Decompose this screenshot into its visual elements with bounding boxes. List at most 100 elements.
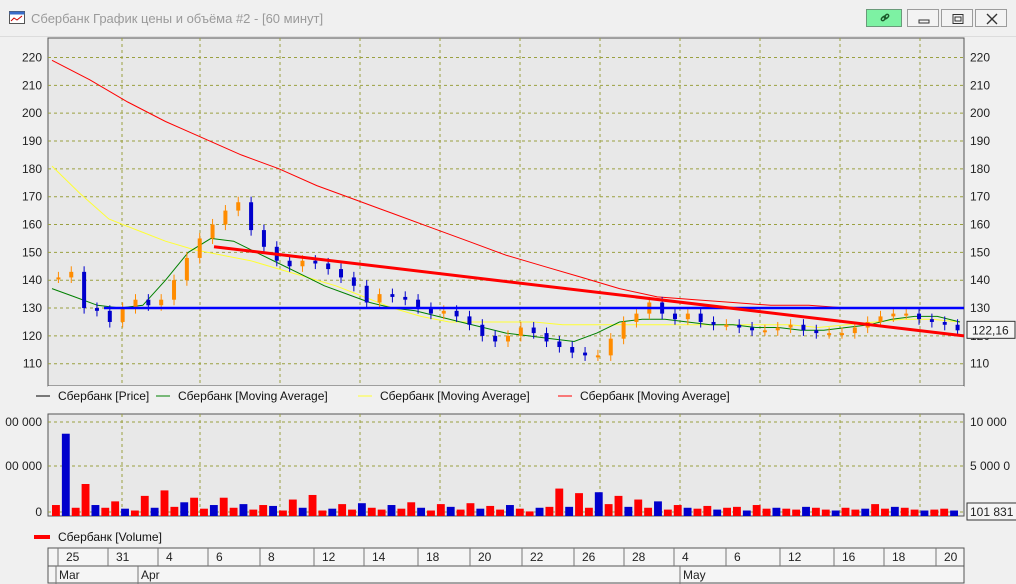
price-candle bbox=[351, 277, 356, 286]
volume-bar bbox=[584, 507, 593, 516]
volume-bar bbox=[821, 509, 830, 516]
volume-bar bbox=[338, 504, 347, 516]
price-plot-area bbox=[47, 37, 965, 387]
last-price-label: 122,16 bbox=[972, 323, 1009, 337]
price-candle bbox=[685, 313, 690, 320]
price-candle bbox=[133, 299, 138, 309]
volume-bar bbox=[190, 497, 199, 516]
price-tick-left: 200 bbox=[22, 106, 42, 120]
price-candle bbox=[326, 263, 331, 270]
minimize-icon bbox=[918, 19, 930, 24]
volume-bar bbox=[594, 492, 603, 516]
price-candle bbox=[583, 352, 588, 356]
price-tick-right: 130 bbox=[970, 301, 990, 315]
volume-bar bbox=[219, 497, 228, 516]
volume-bar bbox=[604, 504, 613, 516]
price-candle bbox=[814, 330, 819, 334]
title-bar: Сбербанк График цены и объёма #2 - [60 м… bbox=[0, 0, 1016, 37]
volume-bar bbox=[259, 505, 268, 516]
volume-bar bbox=[357, 503, 366, 516]
last-price-box bbox=[966, 320, 1016, 339]
chart-window-icon bbox=[9, 11, 25, 24]
price-candle bbox=[698, 313, 703, 322]
link-icon bbox=[880, 13, 890, 22]
volume-bar bbox=[427, 510, 435, 516]
time-tick-label: 25 bbox=[66, 550, 80, 564]
volume-bar bbox=[950, 510, 958, 516]
volume-bar bbox=[436, 504, 445, 516]
volume-bar bbox=[703, 505, 712, 516]
volume-bar bbox=[377, 509, 386, 516]
time-tick-label: 16 bbox=[842, 550, 856, 564]
price-tick-left: 120 bbox=[22, 329, 42, 343]
minimize-button[interactable] bbox=[907, 9, 939, 27]
restore-button[interactable] bbox=[941, 9, 973, 27]
legend-label: Сбербанк [Moving Average] bbox=[380, 389, 530, 403]
price-candle bbox=[82, 271, 87, 309]
price-candle bbox=[750, 327, 755, 331]
time-tick-label: 4 bbox=[166, 550, 173, 564]
volume-bar bbox=[811, 507, 820, 516]
volume-bar bbox=[565, 506, 574, 516]
volume-tick-right: 10 000 bbox=[970, 415, 1007, 429]
price-tick-right: 180 bbox=[970, 162, 990, 176]
volume-bar bbox=[535, 507, 544, 516]
price-tick-right: 170 bbox=[970, 190, 990, 204]
volume-bar bbox=[288, 499, 297, 516]
price-candle bbox=[210, 224, 215, 239]
price-candle bbox=[146, 299, 151, 306]
volume-bar bbox=[851, 509, 860, 516]
volume-bar bbox=[515, 508, 524, 516]
volume-bar bbox=[940, 508, 949, 516]
volume-bar bbox=[683, 507, 692, 516]
price-tick-right: 160 bbox=[970, 218, 990, 232]
volume-tick-left: 00 000 bbox=[5, 459, 42, 473]
volume-bar bbox=[772, 507, 781, 516]
price-candle bbox=[223, 210, 228, 225]
volume-bar bbox=[910, 509, 919, 516]
price-tick-left: 160 bbox=[22, 218, 42, 232]
volume-bar bbox=[348, 509, 356, 516]
volume-bar bbox=[61, 433, 70, 516]
price-candle bbox=[762, 330, 767, 333]
window-title: Сбербанк График цены и объёма #2 - [60 м… bbox=[31, 11, 324, 26]
price-candle bbox=[467, 316, 472, 325]
volume-bar bbox=[101, 507, 110, 516]
link-button[interactable] bbox=[866, 9, 902, 27]
volume-bar bbox=[140, 495, 149, 516]
price-candle bbox=[184, 257, 189, 281]
price-candle bbox=[313, 260, 318, 264]
volume-bar bbox=[762, 508, 771, 516]
price-candle bbox=[287, 260, 292, 267]
volume-bar bbox=[486, 505, 495, 516]
price-tick-left: 180 bbox=[22, 162, 42, 176]
price-tick-right: 220 bbox=[970, 50, 990, 64]
volume-bar bbox=[733, 506, 741, 516]
time-tick-label: 12 bbox=[322, 550, 336, 564]
price-candle bbox=[878, 316, 883, 322]
volume-bar bbox=[545, 506, 554, 516]
price-tick-right: 200 bbox=[970, 106, 990, 120]
volume-bar bbox=[239, 504, 248, 516]
time-tick-label: 8 bbox=[268, 550, 275, 564]
legend-label: Сбербанк [Volume] bbox=[58, 530, 162, 544]
moving-average-line bbox=[51, 59, 960, 309]
volume-bar bbox=[663, 509, 672, 516]
volume-bar bbox=[900, 507, 909, 516]
price-candle bbox=[788, 324, 793, 328]
volume-bar bbox=[723, 507, 731, 516]
price-tick-left: 130 bbox=[22, 301, 42, 315]
legend-label: Сбербанк [Moving Average] bbox=[178, 389, 328, 403]
time-tick-label: 20 bbox=[478, 550, 492, 564]
price-candle bbox=[839, 333, 844, 336]
volume-bar bbox=[742, 510, 751, 516]
volume-tick-left: 0 bbox=[35, 505, 42, 519]
volume-bar bbox=[506, 505, 514, 516]
close-button[interactable] bbox=[975, 9, 1007, 27]
price-tick-left: 220 bbox=[22, 50, 42, 64]
price-candle bbox=[441, 310, 446, 314]
volume-bar bbox=[654, 501, 662, 516]
price-candle bbox=[428, 308, 433, 314]
time-tick-label: 6 bbox=[734, 550, 741, 564]
price-tick-left: 170 bbox=[22, 190, 42, 204]
